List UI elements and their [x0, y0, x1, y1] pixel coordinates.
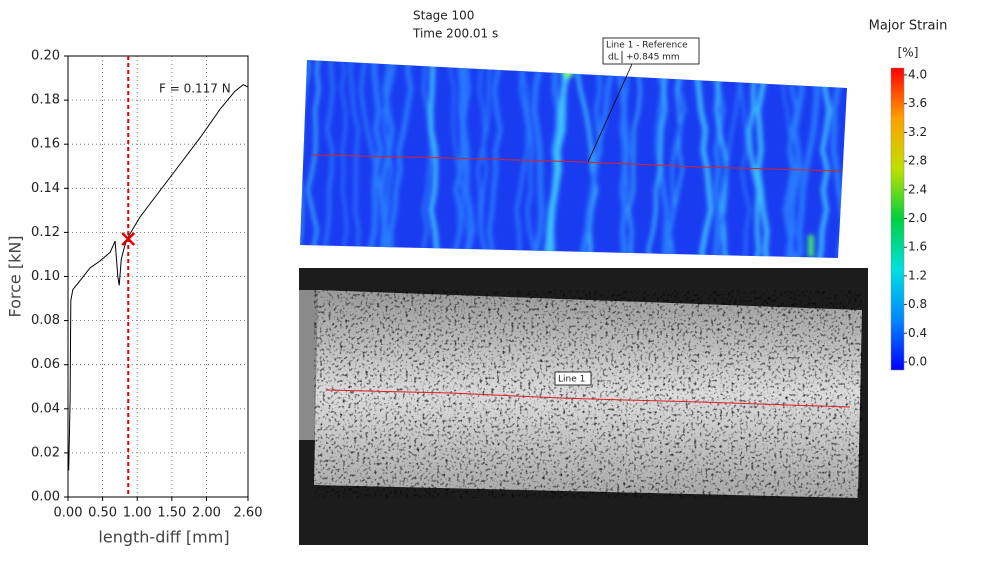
streak	[322, 60, 335, 258]
streak	[784, 60, 807, 258]
y-tick-label: 0.10	[31, 269, 60, 284]
streak	[782, 60, 799, 258]
x-tick-label: 2.60	[234, 506, 263, 521]
streak	[627, 60, 642, 258]
x-tick-label: 0.00	[54, 506, 83, 521]
x-tick-label: 1.00	[123, 506, 152, 521]
streak	[545, 60, 576, 258]
speckle	[314, 290, 862, 498]
x-tick-label: 0.50	[88, 506, 117, 521]
streak	[306, 60, 321, 258]
x-axis-label: length-diff [mm]	[98, 528, 229, 547]
force-curve	[68, 84, 249, 471]
colorbar-tick-label: 0.8	[908, 297, 927, 311]
stage-label: Stage 100	[413, 9, 474, 23]
streak	[452, 60, 473, 258]
callout-leader	[587, 63, 633, 163]
streak	[487, 60, 506, 258]
streak	[665, 60, 687, 258]
colorbar-tick-label: 1.6	[908, 240, 927, 254]
x-tick-label: 2.00	[192, 506, 221, 521]
streak	[718, 60, 746, 258]
streak	[387, 60, 414, 258]
colorbar-tick-label: 2.8	[908, 154, 927, 168]
colorbar-tick-label: 2.0	[908, 211, 927, 225]
camera-image: Line 1	[299, 268, 868, 545]
colorbar-tick-label: 0.0	[908, 355, 927, 369]
y-tick-label: 0.14	[31, 181, 60, 196]
streak	[348, 60, 361, 258]
streak	[367, 60, 384, 258]
colorbar-scale	[890, 67, 905, 371]
streak	[575, 60, 598, 258]
colorbar-tick-label: 3.2	[908, 125, 927, 139]
colorbar-tick-label: 4.0	[908, 68, 927, 82]
streak	[379, 60, 400, 258]
streak	[529, 60, 545, 258]
callout-label: Line 1	[558, 375, 585, 385]
streak	[755, 60, 770, 258]
y-tick-label: 0.18	[31, 93, 60, 108]
colorbar-tick-label: 2.4	[908, 182, 927, 196]
annotation: F = 0.117 N	[159, 82, 231, 96]
streak	[714, 60, 730, 258]
streak	[849, 50, 860, 270]
streak	[579, 60, 615, 258]
y-tick-label: 0.12	[31, 225, 60, 240]
time-label: Time 200.01 s	[412, 27, 498, 41]
callout-label: dL	[608, 53, 619, 63]
line-1	[325, 389, 851, 408]
cursor-marker	[121, 232, 136, 246]
strain-map: Line 1 - Reference dL +0.845 mm	[300, 37, 860, 270]
plot-frame	[67, 55, 249, 498]
streak	[792, 60, 821, 258]
streak	[620, 60, 631, 258]
colorbar-title: Major Strain	[869, 19, 948, 34]
colorbar-tick-label: 1.2	[908, 268, 927, 282]
callout-box	[602, 37, 700, 65]
line-1	[311, 154, 841, 172]
grip	[299, 290, 321, 440]
colorbar-tick-label: 0.4	[908, 326, 927, 340]
hotspot	[808, 235, 814, 257]
hotspot	[563, 68, 573, 78]
streak	[444, 60, 474, 258]
streak	[417, 60, 433, 258]
streak	[646, 60, 668, 258]
callout-box	[554, 371, 592, 386]
streak	[457, 60, 476, 258]
x-tick-label: 1.50	[157, 506, 186, 521]
y-tick-label: 0.04	[31, 401, 60, 416]
colorbar-tick-label: 3.6	[908, 96, 927, 110]
streak	[428, 60, 439, 258]
streak	[747, 60, 761, 258]
y-tick-label: 0.06	[31, 357, 60, 372]
streak	[476, 60, 494, 258]
streak	[693, 60, 714, 258]
y-tick-label: 0.20	[31, 49, 60, 64]
strain-streaks	[300, 50, 860, 270]
y-tick-label: 0.08	[31, 313, 60, 328]
callout-title: Line 1 - Reference	[606, 41, 688, 51]
y-axis-label: Force [kN]	[6, 235, 25, 317]
callout-value: +0.845 mm	[626, 53, 680, 63]
streak	[378, 60, 395, 258]
colorbar: Major Strain [%] 0.0 0.4 0.8 1.2 1.6 2.0 2.4 2.…	[869, 19, 948, 371]
y-tick-label: 0.00	[31, 490, 60, 505]
y-tick-label: 0.16	[31, 137, 60, 152]
streak	[338, 60, 348, 258]
colorbar-unit: [%]	[898, 46, 919, 60]
y-tick-label: 0.02	[31, 445, 60, 460]
